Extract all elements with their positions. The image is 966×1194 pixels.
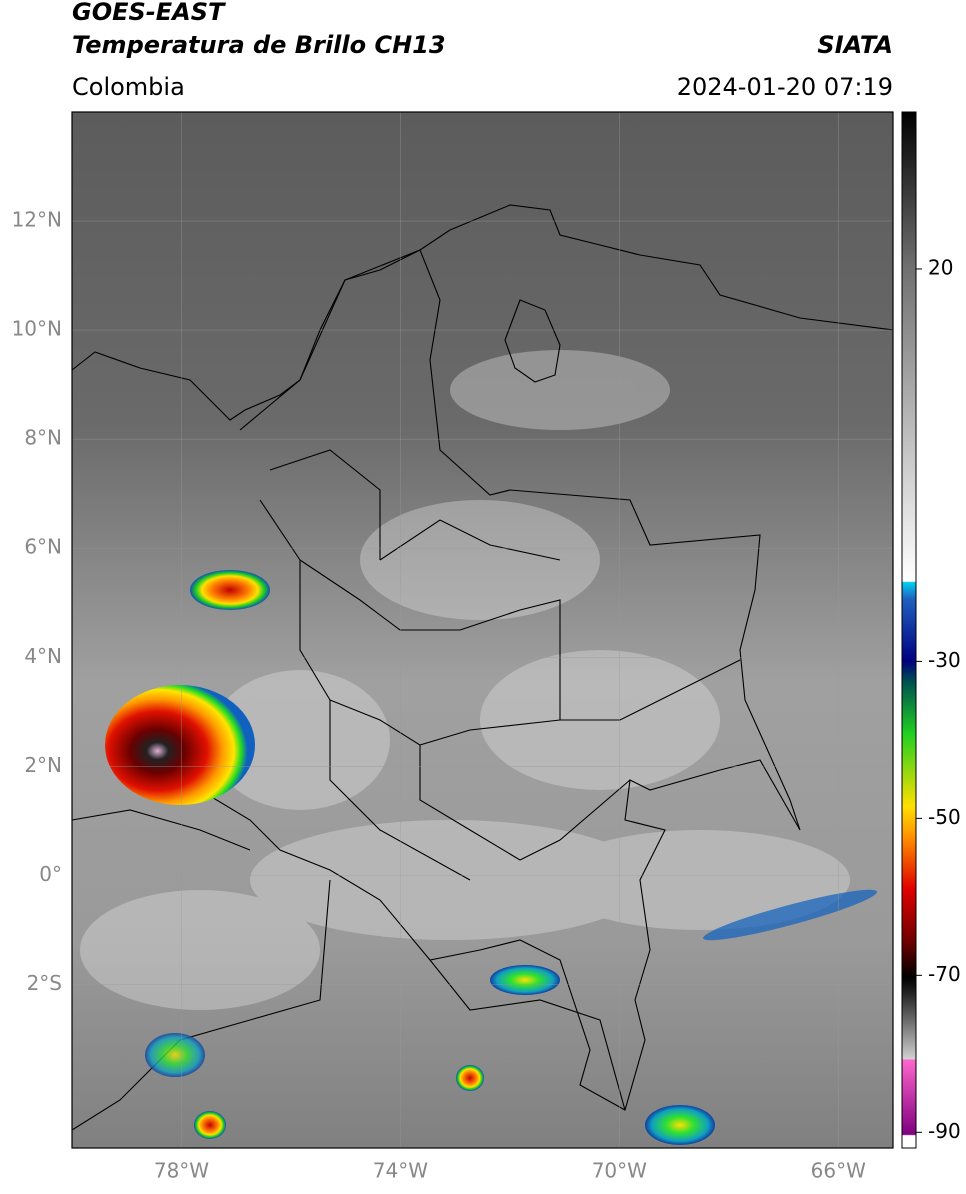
lat-tick-label: 2°N [24,753,62,777]
coastline [71,204,894,421]
dept-borders [259,449,741,881]
storm-cell [145,1033,205,1077]
storm-band [703,889,877,941]
lat-tick-label: 2°S [27,971,62,995]
colorbar-tick-label: -90 [928,1119,961,1143]
lake [504,299,561,383]
clouds [80,350,850,1010]
colorbar-tick-label: -30 [928,648,961,672]
colorbar-tick-label: 20 [928,255,953,279]
storm-cell [194,1111,226,1139]
region: Colombia [72,73,185,101]
map [71,111,894,1149]
title: Temperatura de Brillo CH13 [72,31,446,59]
lon-tick-label: 66°W [811,1159,866,1183]
ecuador-peru [71,809,626,1131]
lat-tick-label: 4°N [24,644,62,668]
lon-tick-label: 74°W [373,1159,428,1183]
lon-tick-label: 78°W [154,1159,209,1183]
lat-tick-label: 6°N [24,535,62,559]
storm-cell [645,1105,715,1145]
title: GOES-EAST [72,0,226,26]
lat-tick-label: 10°N [12,317,62,341]
storm-cell [105,685,255,805]
colombia-border [129,249,801,1111]
lon-tick-label: 70°W [592,1159,647,1183]
lat-tick-label: 12°N [12,208,62,232]
colorbar-tick-label: -50 [928,805,961,829]
lat-tick-label: 0° [39,862,62,886]
storm-cell [490,965,560,995]
lat-tick-label: 8°N [24,426,62,450]
storm-cell [456,1065,484,1091]
source: SIATA [817,31,893,59]
satellite-image [72,112,893,1148]
colorbar [901,111,917,1149]
map-frame [71,111,894,1149]
timestamp: 2024-01-20 07:19 [677,73,893,101]
colorbar-tick-label: -70 [928,962,961,986]
storm-cell [190,570,270,610]
